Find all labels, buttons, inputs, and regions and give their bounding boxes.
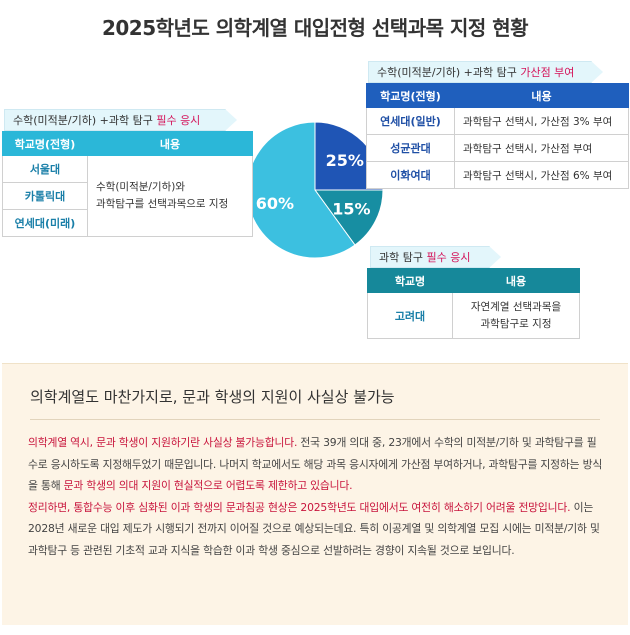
table-row: 성균관대 과학탐구 선택시, 가산점 부여 <box>366 134 629 162</box>
table-header-row: 학교명(전형) 내용 <box>366 83 629 108</box>
science-tag-prefix: 과학 탐구 <box>379 251 427 264</box>
bonus-tag: 수학(미적분/기하) +과학 탐구 가산점 부여 <box>368 61 603 83</box>
tag-arrow-icon <box>225 109 237 131</box>
summary-paragraph: 정리하면, 통합수능 이후 심화된 이과 학생의 문과침공 현상은 2025학년… <box>28 497 603 562</box>
science-tag: 과학 탐구 필수 응시 <box>370 246 501 268</box>
school-name: 고려대 <box>367 292 453 339</box>
summary-paragraph: 의학계열 역시, 문과 학생이 지원하기란 사실상 불가능합니다. 전국 39개… <box>28 432 603 497</box>
summary-text: 전국 39개 의대 중, 23개에서 수학의 미적분/기하 및 과학탐구를 필수… <box>28 436 603 492</box>
science-content-line: 과학탐구로 지정 <box>480 317 552 330</box>
table-header-row: 학교명(전형) 내용 <box>2 131 253 156</box>
school-name: 이화여대 <box>366 161 455 189</box>
column-header-school: 학교명(전형) <box>366 83 455 108</box>
school-name: 연세대(미래) <box>2 209 88 237</box>
summary-heading: 의학계열도 마찬가지로, 문과 학생의 지원이 사실상 불가능 <box>30 388 395 406</box>
summary-emphasis: 의학계열 역시, 문과 학생이 지원하기란 사실상 불가능합니다. <box>28 436 298 449</box>
column-header-school: 학교명(전형) <box>2 131 88 156</box>
summary-body: 의학계열 역시, 문과 학생이 지원하기란 사실상 불가능합니다. 전국 39개… <box>28 432 603 561</box>
summary-emphasis: 정리하면, 통합수능 이후 심화된 이과 학생의 문과침공 현상은 2025학년… <box>28 500 571 514</box>
column-header-content: 내용 <box>452 268 580 293</box>
pie-slice-label: 60% <box>256 194 294 213</box>
science-tag-highlight: 필수 응시 <box>426 251 471 264</box>
bonus-tag-highlight: 가산점 부여 <box>520 66 575 79</box>
required-tag: 수학(미적분/기하) +과학 탐구 필수 응시 <box>4 109 237 131</box>
table-row: 카톨릭대 <box>2 182 253 210</box>
tag-arrow-icon <box>591 61 603 83</box>
science-table: 학교명 내용 고려대 자연계열 선택과목을 과학탐구로 지정 <box>367 268 580 339</box>
science-content-line: 자연계열 선택과목을 <box>470 300 562 313</box>
column-header-content: 내용 <box>87 131 253 156</box>
bonus-tag-prefix: 수학(미적분/기하) +과학 탐구 <box>377 66 521 79</box>
divider <box>30 419 600 420</box>
table-row: 고려대 자연계열 선택과목을 과학탐구로 지정 <box>367 292 580 339</box>
table-row: 연세대(일반) 과학탐구 선택시, 가산점 3% 부여 <box>366 107 629 135</box>
tag-arrow-icon <box>489 246 501 268</box>
table-row: 서울대 수학(미적분/기하)와 과학탐구를 선택과목으로 지정 <box>2 155 253 237</box>
required-tag-prefix: 수학(미적분/기하) +과학 탐구 <box>13 114 157 127</box>
school-name: 서울대 <box>2 155 88 183</box>
bonus-content: 과학탐구 선택시, 가산점 부여 <box>454 134 629 162</box>
pie-chart: 25% 15% 60% <box>246 121 384 259</box>
required-content: 수학(미적분/기하)와 과학탐구를 선택과목으로 지정 <box>87 155 253 237</box>
pie-slice-label: 25% <box>326 151 364 170</box>
summary-text: 이는 2028년 새로운 대입 제도가 시행되기 전까지 이어질 것으로 예상되… <box>28 500 600 557</box>
table-row: 연세대(미래) <box>2 209 253 237</box>
required-content-line: 수학(미적분/기하)와 <box>96 181 186 193</box>
bonus-content: 과학탐구 선택시, 가산점 6% 부여 <box>454 161 629 189</box>
summary-emphasis: 문과 학생의 의대 지원이 현실적으로 어렵도록 제한하고 있습니다. <box>63 479 353 492</box>
column-header-school: 학교명 <box>367 268 453 293</box>
required-table: 학교명(전형) 내용 서울대 수학(미적분/기하)와 과학탐구를 선택과목으로 … <box>2 131 253 237</box>
bonus-table: 학교명(전형) 내용 연세대(일반) 과학탐구 선택시, 가산점 3% 부여 성… <box>366 83 629 189</box>
pie-slice-label: 15% <box>332 200 370 219</box>
school-name: 카톨릭대 <box>2 182 88 210</box>
science-content: 자연계열 선택과목을 과학탐구로 지정 <box>452 292 580 339</box>
school-name: 연세대(일반) <box>366 107 455 135</box>
required-tag-highlight: 필수 응시 <box>156 114 201 127</box>
pie-slice <box>314 189 384 246</box>
school-name: 성균관대 <box>366 134 455 162</box>
column-header-content: 내용 <box>454 83 629 108</box>
table-header-row: 학교명 내용 <box>367 268 580 293</box>
table-row: 이화여대 과학탐구 선택시, 가산점 6% 부여 <box>366 161 629 189</box>
bonus-content: 과학탐구 선택시, 가산점 3% 부여 <box>454 107 629 135</box>
summary-panel: 의학계열도 마찬가지로, 문과 학생의 지원이 사실상 불가능 의학계열 역시,… <box>2 363 628 625</box>
page-title: 2025학년도 의학계열 대입전형 선택과목 지정 현황 <box>101 16 529 40</box>
required-content-line: 과학탐구를 선택과목으로 지정 <box>96 198 229 210</box>
